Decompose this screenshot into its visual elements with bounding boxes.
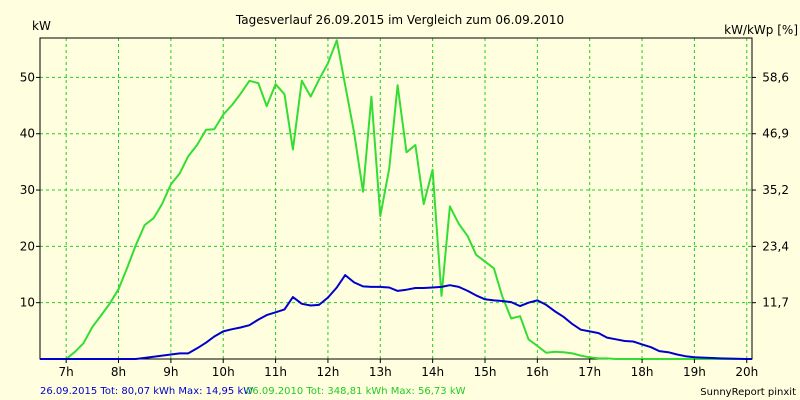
x-tick-label-13: 20h <box>735 365 758 379</box>
y-left-tick-label-4: 50 <box>20 70 35 84</box>
series-layer <box>40 39 752 360</box>
x-tick-label-0: 7h <box>59 365 74 379</box>
footer-credit: SunnyReport pinxit <box>700 387 796 398</box>
chart-title: Tagesverlauf 26.09.2015 im Vergleich zum… <box>235 13 564 27</box>
y-left-tick-label-0: 10 <box>20 296 35 310</box>
y-right-tick-label-4: 58,6 <box>762 70 789 84</box>
x-tick-label-6: 13h <box>369 365 392 379</box>
x-tick-label-7: 14h <box>421 365 444 379</box>
plot-frame <box>39 37 753 360</box>
x-tick-label-2: 9h <box>163 365 178 379</box>
y-axis-label-right: kW/kWp [%] <box>724 23 798 37</box>
y-left-tick-label-1: 20 <box>20 239 35 253</box>
y-ticks-left: 10 20 30 40 50 <box>20 70 40 310</box>
y-right-tick-label-0: 11,7 <box>762 296 789 310</box>
y-left-tick-label-2: 30 <box>20 183 35 197</box>
footer-series2: 06.09.2010 Tot: 348,81 kWh Max: 56,73 kW <box>246 386 466 397</box>
y-right-tick-label-2: 35,2 <box>762 183 789 197</box>
y-right-tick-label-1: 23,4 <box>762 239 789 253</box>
x-tick-label-12: 19h <box>683 365 706 379</box>
y-left-tick-label-3: 40 <box>20 127 35 141</box>
x-tick-label-11: 18h <box>631 365 654 379</box>
footer-series1: 26.09.2015 Tot: 80,07 kWh Max: 14,95 kW <box>40 386 253 397</box>
x-tick-label-1: 8h <box>111 365 126 379</box>
y-right-tick-label-3: 46,9 <box>762 127 789 141</box>
y-axis-label-left: kW <box>32 19 51 33</box>
series-line-1 <box>40 39 752 360</box>
x-tick-label-8: 15h <box>474 365 497 379</box>
x-tick-label-10: 17h <box>578 365 601 379</box>
x-tick-label-9: 16h <box>526 365 549 379</box>
grid <box>40 38 752 359</box>
x-tick-label-3: 10h <box>212 365 235 379</box>
x-tick-label-4: 11h <box>264 365 287 379</box>
x-ticks: 7h 8h 9h 10h 11h 12h 13h 14h 15h 16h 17h 18h 19h 20h <box>59 359 758 379</box>
series-line-0 <box>40 274 752 360</box>
x-tick-label-5: 12h <box>317 365 340 379</box>
y-ticks-right: 11,7 23,4 35,2 46,9 58,6 <box>752 70 789 310</box>
